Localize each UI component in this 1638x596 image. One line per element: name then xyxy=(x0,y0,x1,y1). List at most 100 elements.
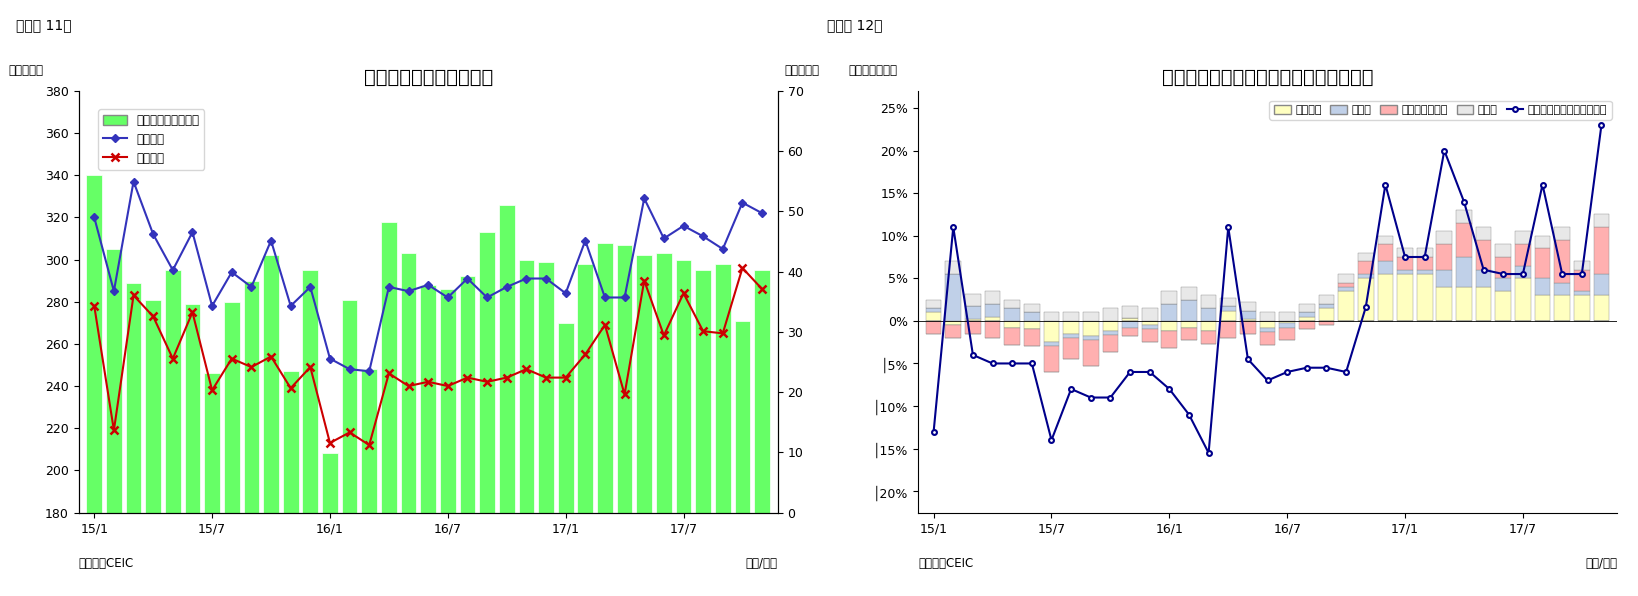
Bar xyxy=(1043,342,1060,346)
Bar xyxy=(984,321,1001,338)
Bar xyxy=(1535,249,1551,278)
Bar xyxy=(1319,321,1335,325)
Bar xyxy=(1004,321,1020,328)
Text: （資料）CEIC: （資料）CEIC xyxy=(917,557,973,570)
Bar xyxy=(1378,244,1394,261)
Bar xyxy=(714,264,731,596)
Bar xyxy=(480,232,495,596)
Bar xyxy=(1515,231,1532,244)
Bar xyxy=(1495,278,1512,291)
Bar xyxy=(1240,321,1256,334)
Bar xyxy=(925,312,942,321)
Bar xyxy=(1201,331,1217,344)
Bar xyxy=(1122,306,1138,318)
Bar xyxy=(1574,296,1589,321)
Bar xyxy=(1024,304,1040,312)
Bar xyxy=(1299,316,1315,321)
Bar xyxy=(1024,312,1040,321)
Text: （億ドル）: （億ドル） xyxy=(785,64,819,77)
Title: シンガポール　貿易収支: シンガポール 貿易収支 xyxy=(364,67,493,86)
Bar xyxy=(984,291,1001,304)
Bar xyxy=(1220,298,1237,306)
Bar xyxy=(303,270,318,596)
Bar xyxy=(1161,321,1178,331)
Legend: 電子製品, 医薬品, その他化学製品, その他, 非石油輸出（再輸出除く）: 電子製品, 医薬品, その他化学製品, その他, 非石油輸出（再輸出除く） xyxy=(1269,101,1612,120)
Bar xyxy=(1004,300,1020,308)
Bar xyxy=(1456,257,1473,287)
Bar xyxy=(1554,240,1571,283)
Bar xyxy=(1220,321,1237,338)
Bar xyxy=(1181,300,1197,321)
Bar xyxy=(1476,227,1492,240)
Text: （年/月）: （年/月） xyxy=(1586,557,1617,570)
Bar xyxy=(1358,253,1374,261)
Bar xyxy=(965,321,981,334)
Bar xyxy=(1299,312,1315,316)
Bar xyxy=(500,205,514,596)
Bar xyxy=(1476,240,1492,270)
Bar xyxy=(1161,331,1178,348)
Bar xyxy=(1476,270,1492,287)
Bar xyxy=(1397,249,1414,257)
Bar xyxy=(1417,249,1433,257)
Bar xyxy=(1574,270,1589,291)
Bar xyxy=(1397,270,1414,274)
Bar xyxy=(984,316,1001,321)
Bar xyxy=(1299,321,1315,330)
Bar xyxy=(1338,291,1355,321)
Bar xyxy=(1279,328,1296,340)
Bar xyxy=(559,323,573,596)
Bar xyxy=(1319,308,1335,321)
Bar xyxy=(655,253,672,596)
Legend: 貿易収支（右目盛）, 総輸出額, 総輸入額: 貿易収支（右目盛）, 総輸出額, 総輸入額 xyxy=(98,110,203,170)
Bar xyxy=(1260,328,1276,332)
Bar xyxy=(441,289,455,596)
Bar xyxy=(1043,321,1060,342)
Bar xyxy=(1397,274,1414,321)
Bar xyxy=(925,308,942,312)
Bar xyxy=(598,243,613,596)
Text: （億ドル）: （億ドル） xyxy=(8,64,44,77)
Bar xyxy=(1299,304,1315,312)
Bar xyxy=(1142,308,1158,321)
Bar xyxy=(578,264,593,596)
Bar xyxy=(342,300,357,596)
Text: （年/月）: （年/月） xyxy=(745,557,778,570)
Bar xyxy=(1004,308,1020,321)
Bar xyxy=(1437,287,1453,321)
Bar xyxy=(675,259,691,596)
Text: （図表 12）: （図表 12） xyxy=(827,18,883,32)
Bar xyxy=(1043,346,1060,372)
Bar xyxy=(1102,336,1119,352)
Bar xyxy=(1083,312,1099,321)
Bar xyxy=(1495,291,1512,321)
Bar xyxy=(1319,296,1335,304)
Bar xyxy=(1181,321,1197,328)
Bar xyxy=(618,245,632,596)
Bar xyxy=(1240,319,1256,321)
Bar xyxy=(1554,296,1571,321)
Bar xyxy=(1279,312,1296,321)
Bar xyxy=(224,302,239,596)
Bar xyxy=(1279,321,1296,324)
Bar xyxy=(205,373,219,596)
Bar xyxy=(146,300,161,596)
Bar xyxy=(1574,261,1589,270)
Bar xyxy=(1338,274,1355,283)
Bar xyxy=(1161,291,1178,304)
Bar xyxy=(1594,274,1609,296)
Bar xyxy=(925,321,942,334)
Bar xyxy=(1024,330,1040,346)
Bar xyxy=(1201,296,1217,308)
Bar xyxy=(1535,235,1551,249)
Bar xyxy=(1083,336,1099,340)
Bar xyxy=(1535,278,1551,296)
Title: シンガポール　輸出の伸び率（品目別）: シンガポール 輸出の伸び率（品目別） xyxy=(1161,67,1373,86)
Bar xyxy=(1515,265,1532,278)
Bar xyxy=(1476,287,1492,321)
Bar xyxy=(636,255,652,596)
Bar xyxy=(945,325,962,338)
Bar xyxy=(1378,261,1394,274)
Bar xyxy=(925,300,942,308)
Bar xyxy=(1220,306,1237,311)
